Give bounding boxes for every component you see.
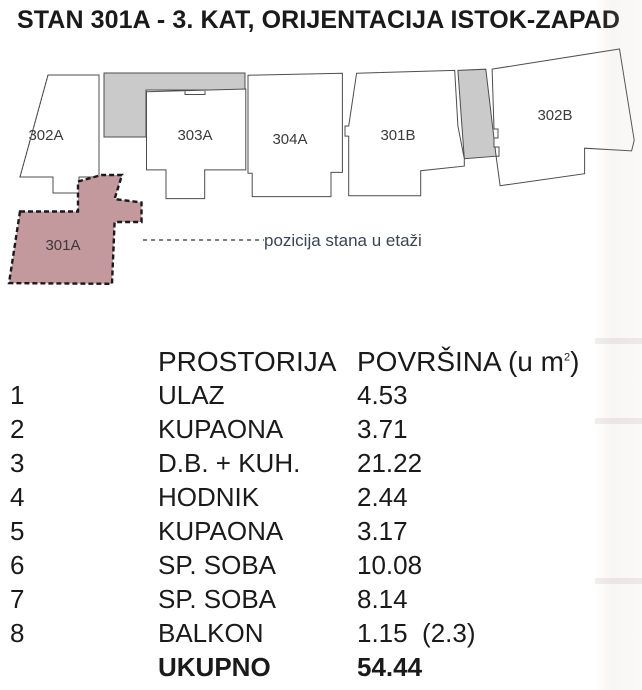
- svg-text:301A: 301A: [45, 237, 80, 254]
- svg-text:302A: 302A: [28, 127, 63, 144]
- svg-text:pozicija stana u etaži: pozicija stana u etaži: [264, 231, 422, 250]
- svg-text:303A: 303A: [177, 127, 212, 144]
- svg-text:301B: 301B: [380, 127, 415, 144]
- svg-text:302B: 302B: [537, 107, 572, 124]
- svg-text:304A: 304A: [272, 131, 307, 148]
